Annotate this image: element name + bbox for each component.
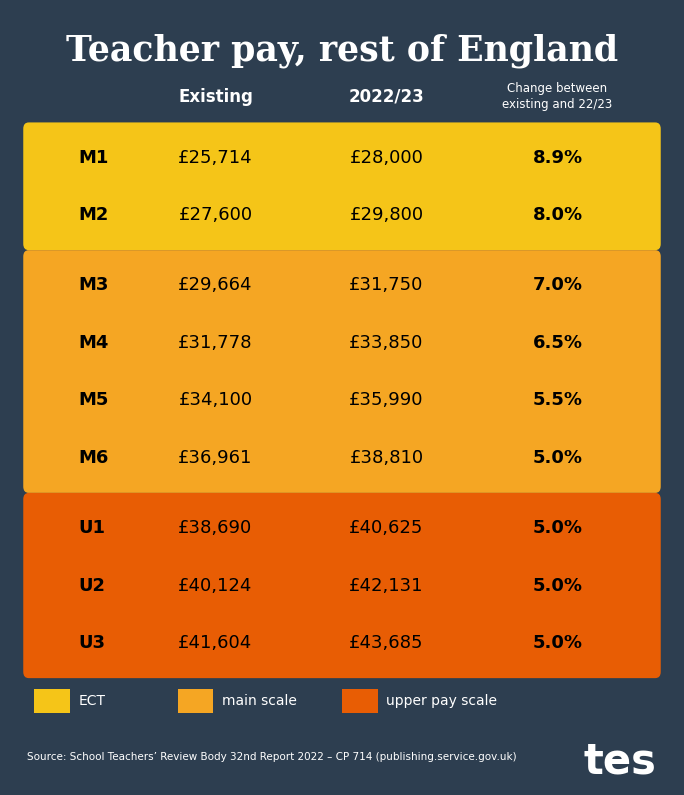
Text: £38,690: £38,690 xyxy=(179,519,252,537)
Text: 5.0%: 5.0% xyxy=(532,449,583,467)
Text: main scale: main scale xyxy=(222,694,297,708)
Text: M3: M3 xyxy=(79,277,109,294)
Text: Change between
existing and 22/23: Change between existing and 22/23 xyxy=(502,83,613,111)
Text: £31,778: £31,778 xyxy=(179,334,252,351)
Text: 7.0%: 7.0% xyxy=(532,277,583,294)
Text: 8.9%: 8.9% xyxy=(532,149,583,166)
Text: U2: U2 xyxy=(79,576,105,595)
Text: £29,664: £29,664 xyxy=(179,277,252,294)
Text: upper pay scale: upper pay scale xyxy=(386,694,497,708)
Text: £38,810: £38,810 xyxy=(350,449,423,467)
Text: £33,850: £33,850 xyxy=(350,334,423,351)
Text: U3: U3 xyxy=(79,634,105,652)
Text: £31,750: £31,750 xyxy=(350,277,423,294)
Text: £36,961: £36,961 xyxy=(179,449,252,467)
Text: Teacher pay, rest of England: Teacher pay, rest of England xyxy=(66,33,618,68)
FancyBboxPatch shape xyxy=(23,122,661,250)
Text: Source: School Teachers’ Review Body 32nd Report 2022 – CP 714 (publishing.servi: Source: School Teachers’ Review Body 32n… xyxy=(27,752,517,762)
Text: £40,625: £40,625 xyxy=(350,519,423,537)
Text: £27,600: £27,600 xyxy=(179,206,252,224)
FancyBboxPatch shape xyxy=(34,689,70,713)
Text: £43,685: £43,685 xyxy=(350,634,423,652)
Text: 2022/23: 2022/23 xyxy=(349,88,424,106)
FancyBboxPatch shape xyxy=(23,493,661,678)
Text: 5.5%: 5.5% xyxy=(532,391,583,409)
Text: £35,990: £35,990 xyxy=(350,391,423,409)
Text: £25,714: £25,714 xyxy=(178,149,253,166)
Text: £41,604: £41,604 xyxy=(179,634,252,652)
Text: ECT: ECT xyxy=(79,694,105,708)
Text: £42,131: £42,131 xyxy=(350,576,423,595)
Text: U1: U1 xyxy=(79,519,105,537)
Text: £34,100: £34,100 xyxy=(179,391,252,409)
Text: 5.0%: 5.0% xyxy=(532,519,583,537)
Text: £40,124: £40,124 xyxy=(179,576,252,595)
Text: Existing: Existing xyxy=(178,88,253,106)
Text: M6: M6 xyxy=(79,449,109,467)
FancyBboxPatch shape xyxy=(178,689,213,713)
Text: 5.0%: 5.0% xyxy=(532,576,583,595)
FancyBboxPatch shape xyxy=(23,250,661,493)
Text: £28,000: £28,000 xyxy=(350,149,423,166)
Text: 8.0%: 8.0% xyxy=(532,206,583,224)
Text: tes: tes xyxy=(583,741,657,782)
Text: M1: M1 xyxy=(79,149,109,166)
Text: M2: M2 xyxy=(79,206,109,224)
Text: 5.0%: 5.0% xyxy=(532,634,583,652)
Text: M4: M4 xyxy=(79,334,109,351)
Text: 6.5%: 6.5% xyxy=(532,334,583,351)
Text: M5: M5 xyxy=(79,391,109,409)
Text: £29,800: £29,800 xyxy=(350,206,423,224)
FancyBboxPatch shape xyxy=(342,689,378,713)
